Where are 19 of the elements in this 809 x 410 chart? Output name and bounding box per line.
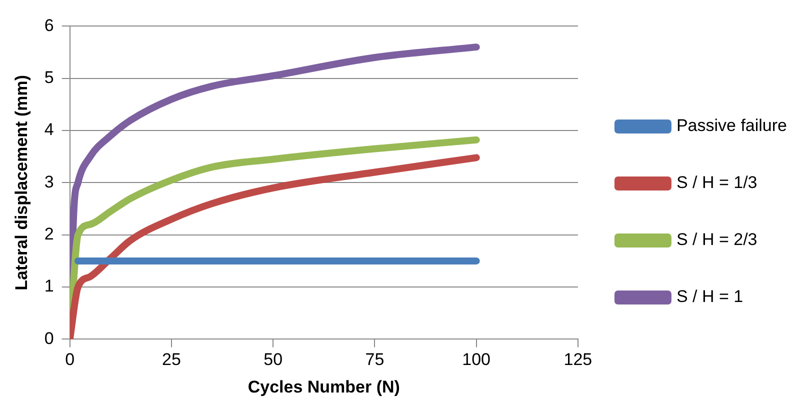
x-axis-title: Cycles Number (N) bbox=[248, 377, 400, 396]
y-tick-label: 0 bbox=[44, 328, 54, 348]
legend-label: S / H = 2/3 bbox=[676, 230, 758, 250]
y-tick-label: 6 bbox=[44, 16, 54, 35]
x-tick-label: 125 bbox=[564, 350, 592, 370]
x-tick-label: 50 bbox=[264, 350, 283, 370]
y-tick-label: 3 bbox=[44, 172, 54, 192]
legend-label: S / H = 1/3 bbox=[676, 173, 758, 192]
x-tick-label: 100 bbox=[462, 350, 491, 370]
y-tick-label: 2 bbox=[44, 224, 54, 244]
x-tick-label: 25 bbox=[162, 350, 181, 370]
y-axis-title: Lateral displacement (mm) bbox=[12, 74, 31, 290]
x-tick-label: 0 bbox=[65, 350, 75, 370]
y-tick-label: 4 bbox=[44, 120, 54, 140]
y-tick-label: 5 bbox=[44, 68, 54, 88]
y-tick-label: 1 bbox=[44, 276, 54, 296]
x-tick-label: 75 bbox=[365, 350, 384, 370]
legend-label: S / H = 1 bbox=[676, 287, 744, 306]
legend-label: Passive failure bbox=[676, 116, 788, 136]
